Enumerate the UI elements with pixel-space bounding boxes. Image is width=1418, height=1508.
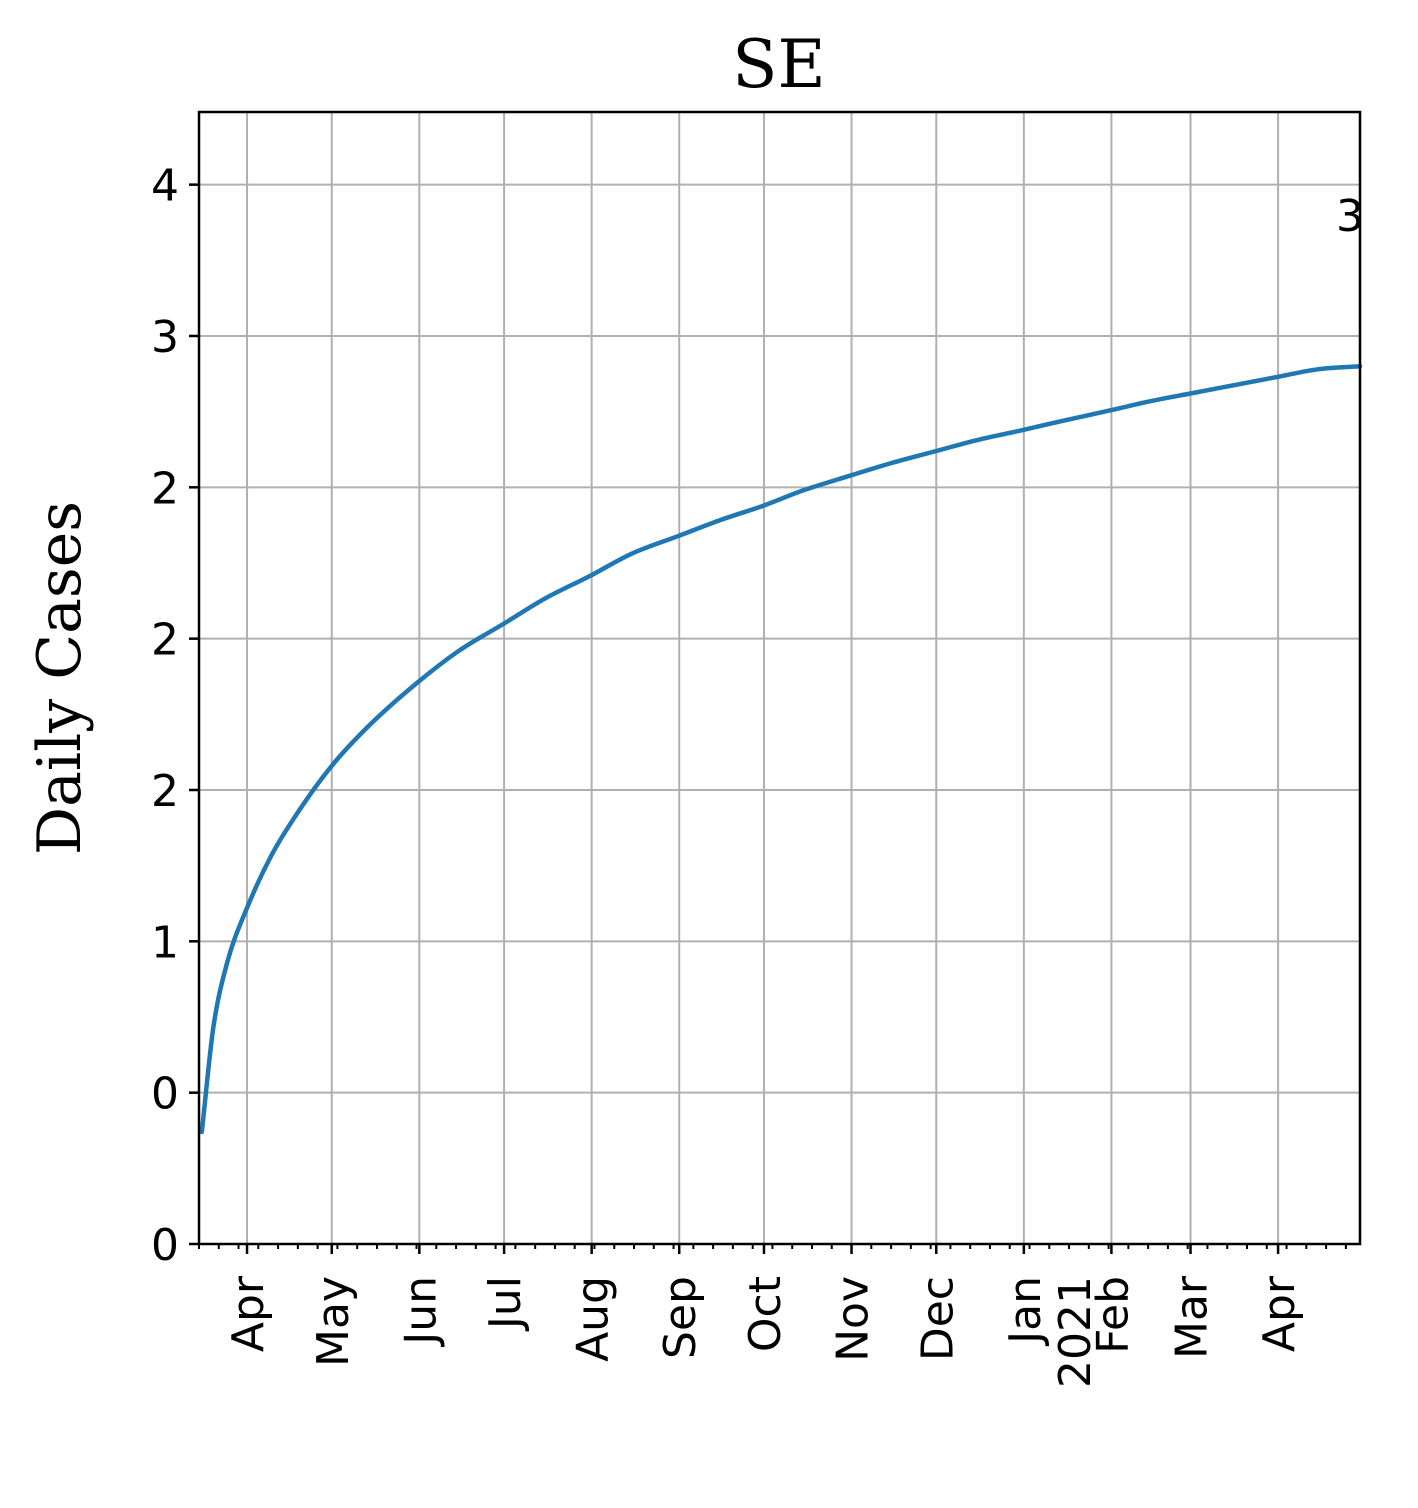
y-tick-label: 2	[151, 615, 179, 666]
x-tick-label: Jun	[395, 1276, 446, 1348]
chart-title: SE	[732, 26, 825, 103]
y-tick-label: 1	[151, 917, 179, 968]
grid	[199, 112, 1360, 1245]
x-tick-label: Dec	[912, 1276, 963, 1361]
y-tick-label: 4	[151, 161, 179, 212]
y-tick-label: 0	[151, 1220, 179, 1271]
y-tick-label: 3	[151, 312, 179, 363]
y-axis-label: Daily Cases	[25, 501, 95, 855]
y-tick-label: 0	[151, 1069, 179, 1120]
x-tick-label: Mar	[1167, 1275, 1218, 1359]
plot-frame	[197, 110, 1362, 1246]
y-axis-ticks: 0 0 1 2 2 2 3 4	[151, 161, 199, 1271]
x-tick-label: Nov	[828, 1276, 879, 1362]
series-line	[199, 363, 1363, 1135]
x-tick-label: Jan	[1000, 1276, 1051, 1347]
x-tick-label: Apr	[223, 1275, 274, 1352]
x-tick-label: May	[308, 1276, 359, 1367]
y-tick-label: 2	[151, 766, 179, 817]
end-annotation: 3	[1336, 191, 1364, 242]
x-tick-label: Feb	[1087, 1276, 1138, 1354]
x-tick-label: Apr	[1254, 1275, 1305, 1352]
x-tick-label: Sep	[655, 1276, 706, 1359]
x-tick-label: Aug	[568, 1276, 619, 1362]
y-tick-label: 2	[151, 463, 179, 514]
x-tick-label: Oct	[740, 1276, 791, 1352]
x-tick-label: 2021	[1050, 1276, 1101, 1388]
x-tick-label: Jul	[480, 1276, 531, 1332]
